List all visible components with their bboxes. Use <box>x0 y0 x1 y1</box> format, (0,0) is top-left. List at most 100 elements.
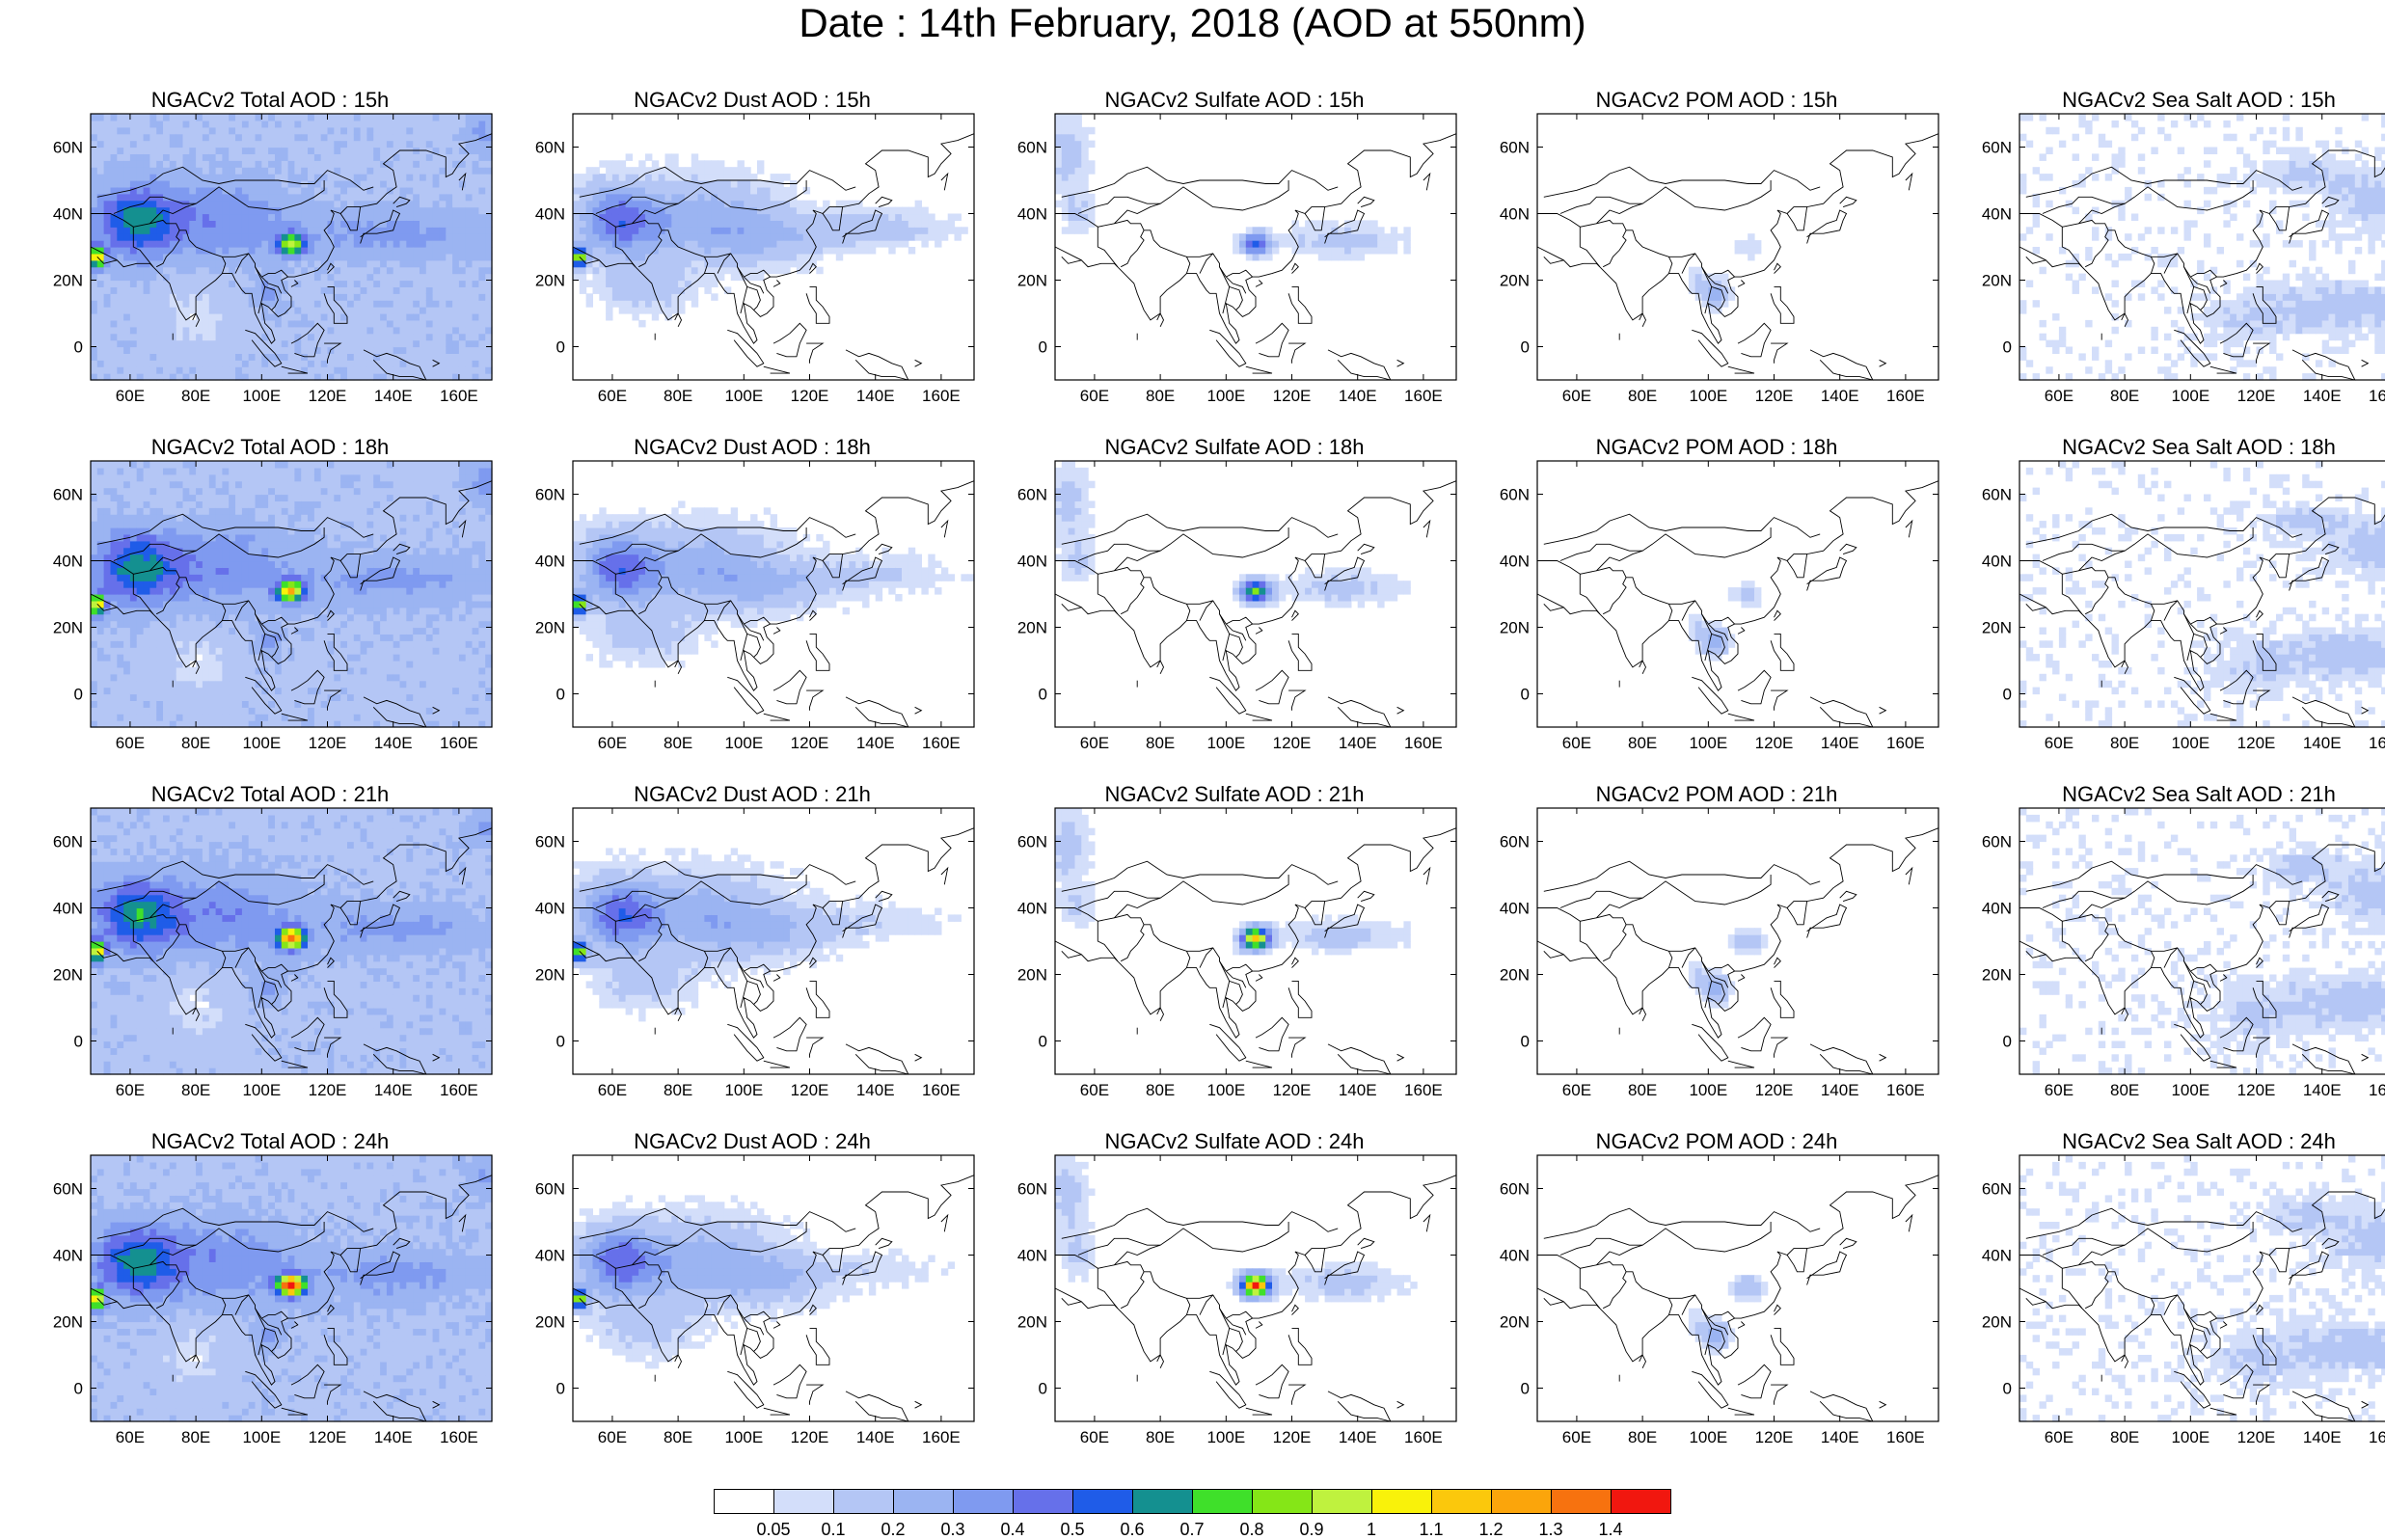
x-tick-label: 140E <box>374 1081 413 1099</box>
x-tick-label: 140E <box>1821 734 1859 752</box>
x-tick-label: 140E <box>856 734 895 752</box>
x-tick-label: 120E <box>791 387 829 405</box>
x-tick-label: 60E <box>598 1081 627 1099</box>
x-tick-label: 120E <box>2237 734 2276 752</box>
y-tick-label: 60N <box>1500 833 1530 851</box>
panel-title: NGACv2 Sulfate AOD : 21h <box>1013 783 1456 806</box>
y-tick-label: 20N <box>53 966 83 985</box>
x-tick-label: 160E <box>2369 734 2385 752</box>
y-tick-label: 20N <box>1982 272 2012 290</box>
y-tick-label: 60N <box>535 833 565 851</box>
x-tick-label: 120E <box>1755 1081 1794 1099</box>
y-tick-label: 20N <box>535 1313 565 1332</box>
y-tick-label: 40N <box>53 553 83 571</box>
x-tick-label: 80E <box>1628 1081 1657 1099</box>
panel-title: NGACv2 Total AOD : 15h <box>48 89 492 112</box>
y-tick-label: 0 <box>1039 338 1047 357</box>
colorbar-swatch <box>833 1489 894 1514</box>
panel-title: NGACv2 Dust AOD : 21h <box>530 783 974 806</box>
x-tick-label: 140E <box>374 734 413 752</box>
x-tick-label: 120E <box>791 1081 829 1099</box>
y-tick-label: 0 <box>2003 1380 2012 1398</box>
x-tick-label: 120E <box>309 387 347 405</box>
x-tick-label: 100E <box>242 1081 281 1099</box>
x-tick-label: 160E <box>440 1081 478 1099</box>
coastlines <box>1537 134 1938 380</box>
colorbar-label: 0.5 <box>1060 1520 1084 1540</box>
aod-field <box>1055 461 1411 608</box>
colorbar-label: 1.1 <box>1419 1520 1443 1540</box>
colorbar-swatch <box>1312 1489 1372 1514</box>
x-tick-label: 140E <box>856 1428 895 1446</box>
x-tick-label: 60E <box>116 387 145 405</box>
y-tick-label: 40N <box>535 1247 565 1265</box>
y-tick-label: 20N <box>53 619 83 637</box>
x-tick-label: 120E <box>791 734 829 752</box>
x-tick-label: 120E <box>309 734 347 752</box>
aod-field <box>2019 114 2385 381</box>
x-tick-label: 60E <box>116 1428 145 1446</box>
x-tick-label: 140E <box>1821 1081 1859 1099</box>
y-tick-label: 60N <box>535 139 565 157</box>
x-tick-label: 160E <box>1886 1081 1925 1099</box>
x-tick-label: 60E <box>1562 387 1591 405</box>
y-tick-label: 0 <box>2003 686 2012 704</box>
colorbar-swatch <box>1013 1489 1073 1514</box>
aod-field <box>1689 928 1768 1008</box>
y-tick-label: 60N <box>53 139 83 157</box>
y-tick-label: 40N <box>535 553 565 571</box>
x-tick-label: 100E <box>2171 734 2209 752</box>
y-tick-label: 0 <box>2003 1033 2012 1051</box>
coastlines <box>1537 481 1938 727</box>
colorbar-label: 0.4 <box>1000 1520 1024 1540</box>
y-tick-label: 20N <box>1017 966 1047 985</box>
y-tick-label: 20N <box>1017 1313 1047 1332</box>
y-tick-label: 20N <box>53 1313 83 1332</box>
aod-field <box>2019 808 2385 1075</box>
x-tick-label: 160E <box>1404 734 1443 752</box>
y-tick-label: 60N <box>1982 1180 2012 1199</box>
x-tick-label: 120E <box>309 1081 347 1099</box>
x-tick-label: 100E <box>242 734 281 752</box>
x-tick-label: 60E <box>2045 734 2073 752</box>
y-tick-label: 20N <box>1500 966 1530 985</box>
panel-title: NGACv2 Sea Salt AOD : 18h <box>1977 436 2385 459</box>
x-tick-label: 120E <box>1755 734 1794 752</box>
x-tick-label: 160E <box>1404 1081 1443 1099</box>
x-tick-label: 80E <box>2110 1081 2139 1099</box>
y-tick-label: 60N <box>1017 486 1047 504</box>
colorbar-swatch <box>1371 1489 1432 1514</box>
y-tick-label: 40N <box>1500 900 1530 918</box>
panel-title: NGACv2 Sea Salt AOD : 15h <box>1977 89 2385 112</box>
x-tick-label: 100E <box>1206 1081 1245 1099</box>
x-tick-label: 100E <box>2171 387 2209 405</box>
y-tick-label: 60N <box>1982 139 2012 157</box>
y-tick-label: 20N <box>535 619 565 637</box>
colorbar-label: 0.7 <box>1179 1520 1204 1540</box>
x-tick-label: 100E <box>724 387 763 405</box>
aod-field <box>91 808 493 1075</box>
y-tick-label: 60N <box>1982 486 2012 504</box>
aod-field <box>573 153 968 327</box>
x-tick-label: 80E <box>664 387 692 405</box>
y-tick-label: 0 <box>2003 338 2012 357</box>
y-tick-label: 40N <box>1500 205 1530 224</box>
y-tick-label: 20N <box>1500 272 1530 290</box>
